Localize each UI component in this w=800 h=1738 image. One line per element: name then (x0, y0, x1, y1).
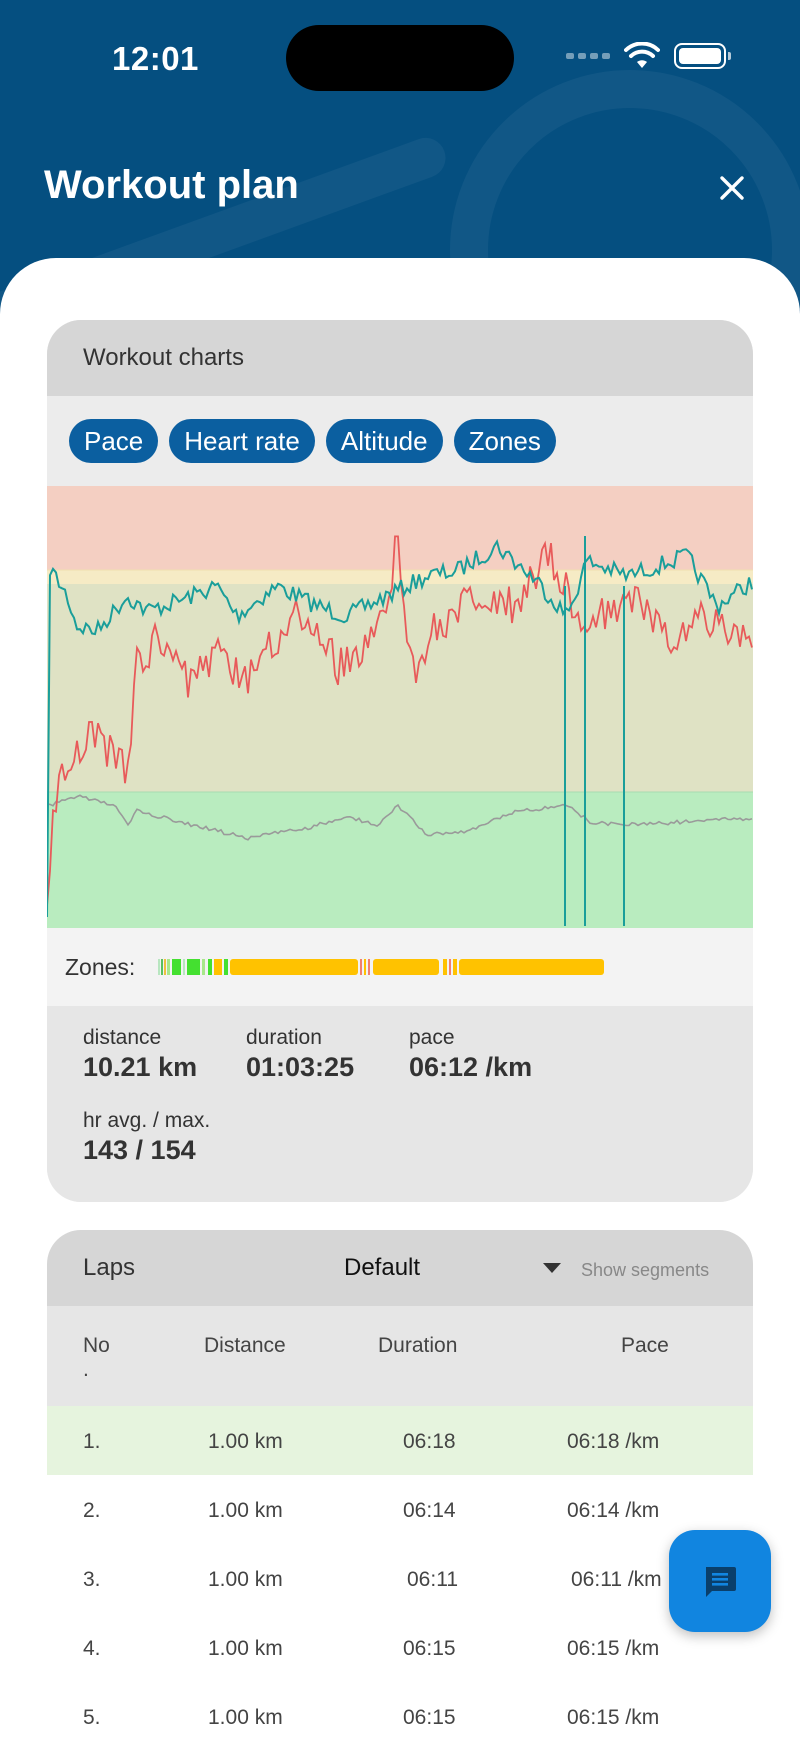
zone-band-green (47, 792, 753, 928)
workout-chart-svg (47, 486, 753, 928)
status-time: 12:01 (112, 40, 199, 77)
table-row[interactable]: 5. 1.00 km 06:15 06:15 /km (47, 1682, 753, 1738)
chip-altitude[interactable]: Altitude (325, 419, 443, 463)
altitude-series-line (47, 794, 753, 841)
lap-duration: 06:18 (403, 1430, 456, 1453)
lap-distance: 1.00 km (208, 1637, 283, 1660)
zones-row: Zones: (47, 928, 753, 1006)
col-distance: Distance (204, 1334, 286, 1357)
stat-distance: distance 10.21 km (83, 1026, 246, 1083)
laps-selector[interactable]: Default (344, 1254, 421, 1281)
stat-duration: duration 01:03:25 (246, 1026, 409, 1083)
chat-icon (706, 1567, 736, 1597)
chip-zones[interactable]: Zones (453, 419, 556, 463)
stat-duration-value: 01:03:25 (246, 1052, 355, 1082)
col-no-dot: . (83, 1358, 89, 1381)
pace-series-line (47, 536, 753, 926)
lap-no: 2. (83, 1499, 101, 1522)
col-pace: Pace (621, 1334, 669, 1357)
stat-distance-label: distance (83, 1026, 162, 1049)
lap-distance: 1.00 km (208, 1430, 283, 1453)
zone-band-mid (47, 584, 753, 792)
lap-pace: 06:15 /km (567, 1637, 660, 1660)
lap-distance: 1.00 km (208, 1568, 283, 1591)
lap-pace: 06:15 /km (567, 1706, 660, 1729)
table-row[interactable]: 4. 1.00 km 06:15 06:15 /km (47, 1613, 753, 1682)
show-segments-link[interactable]: Show segments (581, 1260, 710, 1280)
lap-duration: 06:15 (403, 1706, 456, 1729)
table-row[interactable]: 2. 1.00 km 06:14 06:14 /km (47, 1475, 753, 1544)
lap-duration: 06:15 (403, 1637, 456, 1660)
stat-duration-label: duration (246, 1026, 322, 1049)
lap-distance: 1.00 km (208, 1499, 283, 1522)
stat-heart-rate-label: hr avg. / max. (83, 1109, 211, 1132)
battery-icon (674, 43, 731, 69)
table-row[interactable]: 1. 1.00 km 06:18 06:18 /km (47, 1406, 753, 1475)
heart-rate-series-line (47, 535, 753, 907)
laps-header: Laps Default Show segments (47, 1230, 753, 1306)
chevron-down-icon[interactable] (543, 1263, 561, 1273)
status-icons (566, 42, 731, 70)
workout-charts-card: Workout charts Pace Heart rate Altitude … (47, 320, 753, 1202)
workout-chart (47, 486, 753, 928)
chat-button[interactable] (669, 1530, 771, 1632)
lap-pace: 06:18 /km (567, 1430, 660, 1453)
lap-no: 1. (83, 1430, 101, 1453)
close-icon (720, 176, 744, 200)
chip-heart-rate[interactable]: Heart rate (169, 419, 315, 463)
lap-no: 4. (83, 1637, 101, 1660)
lap-pace: 06:11 /km (571, 1568, 662, 1591)
lap-no: 5. (83, 1706, 101, 1729)
chip-pace[interactable]: Pace (69, 419, 159, 463)
stat-pace-label: pace (409, 1026, 455, 1049)
laps-title: Laps (83, 1254, 136, 1281)
chart-filter-chips: Pace Heart rate Altitude Zones (47, 396, 753, 486)
wifi-icon (624, 42, 660, 68)
col-duration: Duration (378, 1334, 458, 1357)
stat-heart-rate: hr avg. / max. 143 / 154 (83, 1109, 383, 1166)
dynamic-island (286, 25, 514, 91)
stat-pace: pace 06:12 /km (409, 1026, 572, 1083)
zones-timeline-bar (158, 958, 638, 976)
stat-pace-value: 06:12 /km (409, 1052, 533, 1082)
workout-charts-title: Workout charts (47, 320, 753, 396)
lap-distance: 1.00 km (208, 1706, 283, 1729)
content-sheet: Workout charts Pace Heart rate Altitude … (0, 258, 800, 1738)
lap-duration: 06:11 (407, 1568, 458, 1591)
zones-label: Zones: (65, 953, 136, 980)
lap-no: 3. (83, 1568, 101, 1591)
laps-card: Laps Default Show segments No . Distance… (47, 1230, 753, 1738)
lap-pace: 06:14 /km (567, 1499, 660, 1522)
workout-stats: distance 10.21 km duration 01:03:25 pace… (47, 1006, 753, 1202)
lap-duration: 06:14 (403, 1499, 456, 1522)
stat-heart-rate-value: 143 / 154 (83, 1135, 196, 1165)
close-button[interactable] (712, 168, 752, 208)
table-row[interactable]: 3. 1.00 km 06:11 06:11 /km (47, 1544, 753, 1613)
page-title: Workout plan (44, 163, 299, 207)
stat-distance-value: 10.21 km (83, 1052, 198, 1082)
laps-column-headers: No . Distance Duration Pace (47, 1306, 753, 1406)
signal-icon (566, 53, 610, 59)
col-no: No (83, 1334, 110, 1357)
